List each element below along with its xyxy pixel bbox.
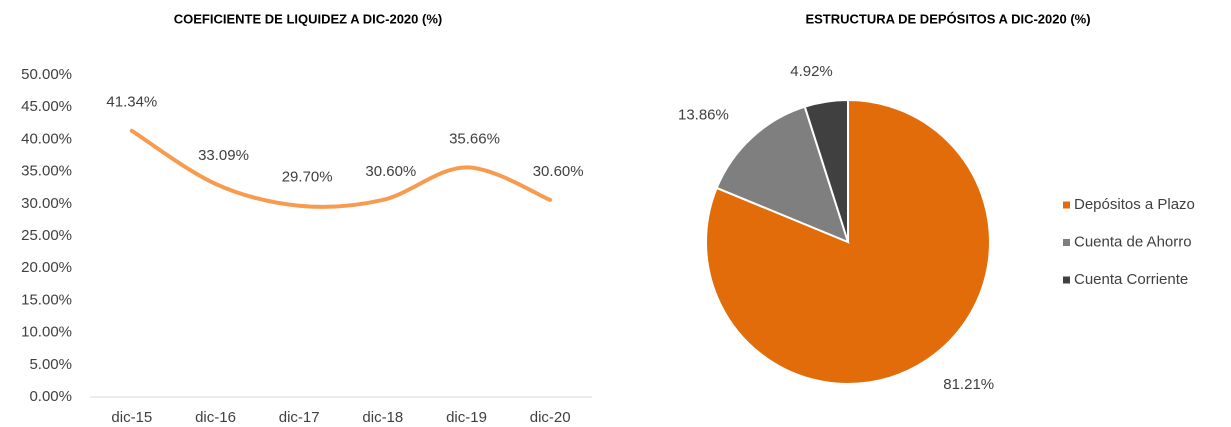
- x-tick-label: dic-15: [111, 409, 152, 426]
- y-tick-label: 35.00%: [21, 163, 72, 180]
- line-chart-title: COEFICIENTE DE LIQUIDEZ A DIC-2020 (%): [174, 11, 442, 26]
- data-label: 13.86%: [678, 106, 729, 123]
- y-tick-label: 50.00%: [21, 66, 72, 83]
- data-label: 33.09%: [198, 147, 249, 164]
- x-tick-label: dic-19: [446, 409, 487, 426]
- x-tick-label: dic-20: [530, 409, 571, 426]
- y-tick-label: 10.00%: [21, 324, 72, 341]
- y-tick-label: 0.00%: [29, 388, 72, 405]
- pie-slice: [803, 98, 849, 243]
- data-label: 30.60%: [365, 163, 416, 180]
- y-tick-label: 40.00%: [21, 130, 72, 147]
- pie-chart-title: ESTRUCTURA DE DEPÓSITOS A DIC-2020 (%): [805, 11, 1090, 26]
- x-tick-label: dic-16: [195, 409, 236, 426]
- legend-swatch: [1063, 201, 1070, 209]
- legend-label: Depósitos a Plazo: [1074, 196, 1195, 213]
- y-tick-label: 25.00%: [21, 227, 72, 244]
- legend-label: Cuenta Corriente: [1074, 271, 1188, 288]
- legend-swatch: [1063, 276, 1070, 284]
- data-label: 4.92%: [790, 63, 833, 80]
- y-tick-label: 45.00%: [21, 98, 72, 115]
- data-label: 41.34%: [106, 94, 157, 111]
- data-label: 35.66%: [449, 130, 500, 147]
- legend-swatch: [1063, 239, 1070, 246]
- data-label: 81.21%: [943, 376, 994, 393]
- y-tick-label: 30.00%: [21, 195, 72, 212]
- x-tick-label: dic-18: [362, 409, 403, 426]
- y-tick-label: 15.00%: [21, 291, 72, 308]
- data-label: 30.60%: [533, 163, 584, 180]
- x-tick-label: dic-17: [279, 409, 320, 426]
- y-tick-label: 20.00%: [21, 259, 72, 276]
- legend-label: Cuenta de Ahorro: [1074, 233, 1192, 250]
- y-tick-label: 5.00%: [29, 356, 72, 373]
- data-label: 29.70%: [282, 169, 333, 186]
- data-line: [129, 128, 553, 209]
